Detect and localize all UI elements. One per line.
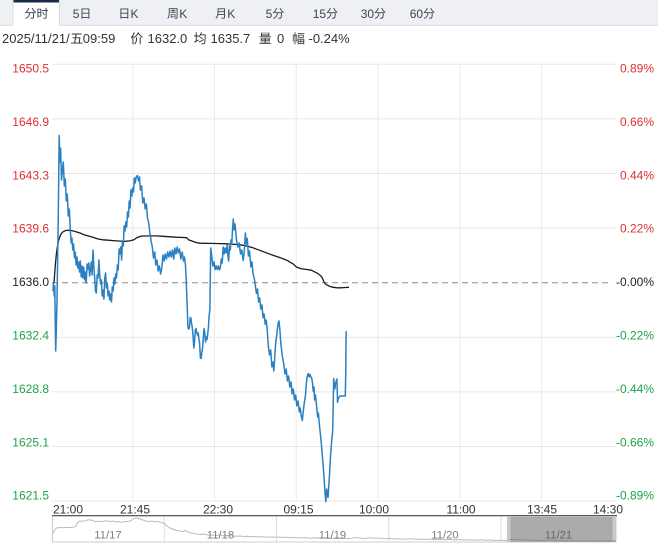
svg-text:11/21: 11/21 bbox=[545, 530, 572, 542]
svg-text:21:45: 21:45 bbox=[120, 503, 150, 517]
svg-text:1639.6: 1639.6 bbox=[12, 222, 49, 236]
svg-text:09:15: 09:15 bbox=[283, 503, 313, 517]
svg-text:1632.4: 1632.4 bbox=[12, 329, 49, 343]
svg-text:0.66%: 0.66% bbox=[620, 115, 654, 129]
svg-text:11/19: 11/19 bbox=[319, 530, 346, 542]
svg-text:1632.0: 1632.0 bbox=[148, 31, 188, 46]
svg-text:11:00: 11:00 bbox=[446, 503, 475, 517]
svg-text:0.22%: 0.22% bbox=[620, 222, 654, 236]
svg-text:1628.8: 1628.8 bbox=[12, 382, 49, 396]
svg-text:14:30: 14:30 bbox=[593, 503, 623, 517]
svg-text:2025/11/21/: 2025/11/21/ bbox=[2, 31, 70, 46]
svg-text:5: 5 bbox=[266, 7, 273, 21]
svg-text:15: 15 bbox=[313, 7, 327, 21]
svg-text:K: K bbox=[179, 7, 187, 21]
svg-text:K: K bbox=[227, 7, 235, 21]
svg-text:09:59: 09:59 bbox=[83, 31, 116, 46]
svg-text:1625.1: 1625.1 bbox=[12, 435, 49, 449]
svg-text:10:00: 10:00 bbox=[359, 503, 389, 517]
svg-text:-0.22%: -0.22% bbox=[616, 329, 654, 343]
svg-text:1650.5: 1650.5 bbox=[12, 62, 49, 76]
svg-text:1643.3: 1643.3 bbox=[12, 168, 49, 182]
svg-text:22:30: 22:30 bbox=[203, 503, 233, 517]
svg-text:1635.7: 1635.7 bbox=[211, 31, 251, 46]
svg-text:0.44%: 0.44% bbox=[620, 168, 654, 182]
svg-text:-0.24%: -0.24% bbox=[309, 31, 351, 46]
svg-text:1621.5: 1621.5 bbox=[12, 489, 49, 503]
svg-text:-0.00%: -0.00% bbox=[616, 275, 654, 289]
svg-text:0.89%: 0.89% bbox=[620, 62, 654, 76]
svg-text:60: 60 bbox=[410, 7, 424, 21]
svg-text:30: 30 bbox=[361, 7, 375, 21]
svg-text:-0.89%: -0.89% bbox=[616, 489, 654, 503]
svg-text:1636.0: 1636.0 bbox=[12, 275, 49, 289]
svg-text:11/20: 11/20 bbox=[431, 530, 458, 542]
svg-text:11/18: 11/18 bbox=[207, 530, 234, 542]
svg-text:-0.44%: -0.44% bbox=[616, 382, 654, 396]
svg-text:5: 5 bbox=[73, 7, 80, 21]
svg-text:K: K bbox=[131, 7, 139, 21]
svg-text:11/17: 11/17 bbox=[94, 530, 121, 542]
svg-text:-0.66%: -0.66% bbox=[616, 435, 654, 449]
svg-text:1646.9: 1646.9 bbox=[12, 115, 49, 129]
svg-text:21:00: 21:00 bbox=[53, 503, 83, 517]
svg-text:13:45: 13:45 bbox=[527, 503, 557, 517]
svg-text:0: 0 bbox=[277, 31, 284, 46]
